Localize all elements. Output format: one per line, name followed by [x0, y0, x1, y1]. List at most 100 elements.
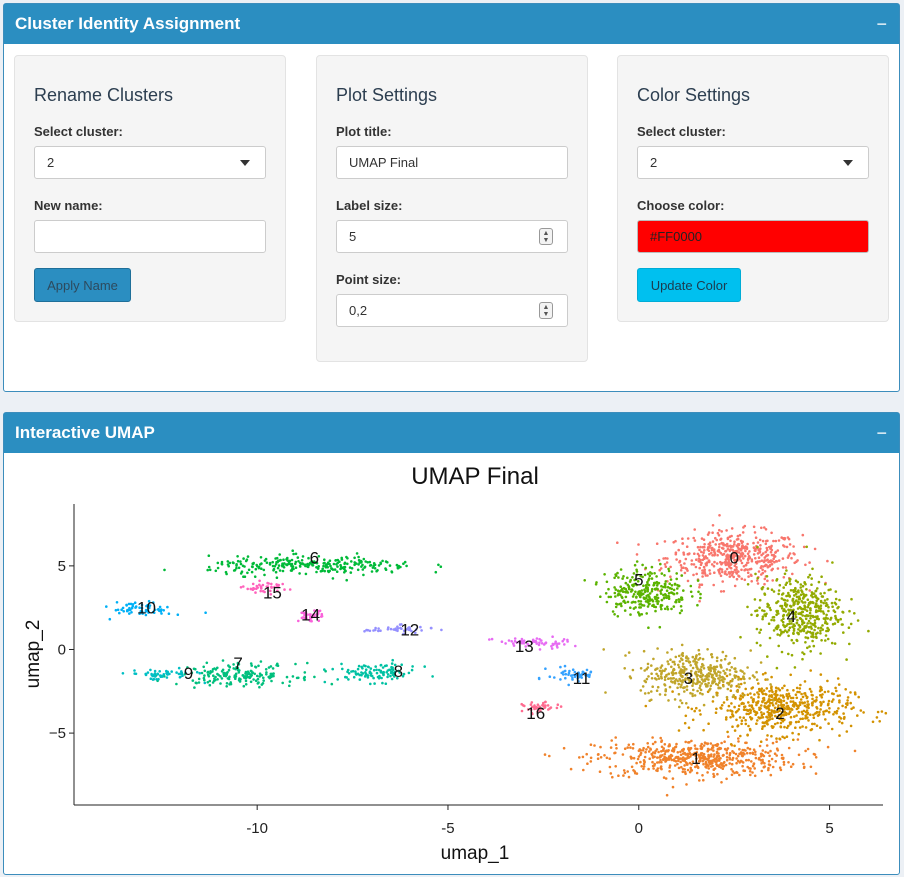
data-point	[717, 752, 720, 755]
data-point	[708, 569, 711, 572]
data-point	[799, 611, 802, 615]
data-point	[538, 637, 541, 641]
data-point	[742, 702, 745, 705]
data-point	[790, 653, 794, 657]
data-point	[831, 561, 834, 564]
data-point	[656, 685, 660, 689]
data-point	[374, 665, 378, 668]
data-point	[771, 765, 775, 769]
spinner-icon[interactable]: ▲ ▼	[539, 228, 553, 245]
data-point	[366, 676, 370, 679]
data-point	[776, 721, 779, 725]
collapse-icon[interactable]: −	[876, 14, 887, 34]
data-point	[722, 669, 725, 673]
data-point	[359, 559, 363, 563]
data-point	[798, 687, 802, 690]
data-point	[518, 639, 522, 643]
data-point	[677, 548, 680, 552]
data-point	[211, 668, 215, 671]
data-point	[680, 609, 683, 612]
data-point	[819, 629, 822, 632]
data-point	[761, 673, 765, 676]
data-point	[729, 566, 733, 570]
data-point	[203, 678, 206, 682]
data-point	[671, 690, 674, 693]
cluster-9-points	[121, 666, 207, 685]
data-point	[804, 726, 808, 729]
data-point	[203, 681, 207, 685]
spinner-icon[interactable]: ▲ ▼	[539, 302, 553, 319]
data-point	[616, 589, 620, 592]
data-point	[805, 709, 809, 712]
data-point	[331, 568, 335, 571]
data-point	[683, 571, 687, 575]
data-point	[608, 765, 612, 769]
data-point	[671, 660, 675, 664]
new-name-input[interactable]	[34, 220, 266, 253]
data-point	[650, 577, 654, 580]
rename-cluster-select[interactable]: 2	[34, 146, 266, 179]
data-point	[813, 605, 817, 609]
label-size-input[interactable]: 5 ▲ ▼	[336, 220, 568, 253]
data-point	[696, 579, 700, 582]
point-size-input[interactable]: 0,2 ▲ ▼	[336, 294, 568, 327]
data-point	[281, 569, 285, 573]
data-point	[365, 628, 368, 632]
data-point	[249, 587, 253, 591]
data-point	[728, 673, 732, 676]
data-point	[766, 565, 770, 569]
data-point	[613, 586, 616, 589]
data-point	[737, 542, 740, 546]
color-picker-input[interactable]: #FF0000	[637, 220, 869, 253]
data-point	[715, 656, 719, 659]
update-color-button[interactable]: Update Color	[637, 268, 741, 302]
data-point	[700, 550, 703, 554]
data-point	[695, 751, 699, 754]
data-point	[692, 660, 695, 663]
apply-name-button[interactable]: Apply Name	[34, 268, 131, 302]
data-point	[667, 567, 670, 571]
data-point	[264, 668, 268, 671]
data-point	[717, 534, 721, 537]
data-point	[225, 572, 228, 576]
data-point	[806, 605, 810, 609]
data-point	[746, 605, 749, 609]
data-point	[515, 641, 519, 644]
data-point	[733, 564, 737, 568]
plot-title-input[interactable]: UMAP Final	[336, 146, 568, 179]
data-point	[147, 606, 151, 610]
data-point	[780, 607, 784, 610]
data-point	[659, 675, 663, 678]
data-point	[805, 706, 809, 709]
data-point	[275, 584, 279, 588]
data-point	[746, 583, 750, 586]
data-point	[160, 612, 163, 615]
data-point	[629, 746, 632, 749]
data-point	[812, 713, 815, 717]
data-point	[765, 744, 769, 747]
data-point	[798, 597, 802, 601]
data-point	[774, 626, 778, 630]
data-point	[637, 611, 640, 614]
data-point	[776, 600, 780, 603]
data-point	[551, 642, 555, 646]
data-point	[637, 755, 641, 758]
collapse-icon[interactable]: −	[876, 423, 887, 443]
umap-plot[interactable]: UMAP Final umap_1 umap_2 -10 -5 0 550−5 012…	[4, 453, 899, 874]
color-cluster-select[interactable]: 2	[637, 146, 869, 179]
data-point	[651, 754, 654, 757]
data-point	[777, 539, 781, 542]
data-point	[747, 767, 751, 770]
data-point	[234, 677, 237, 680]
data-point	[776, 715, 779, 719]
data-point	[643, 590, 647, 594]
data-point	[838, 701, 841, 704]
data-point	[710, 653, 713, 656]
data-point	[746, 693, 750, 696]
data-point	[228, 561, 232, 565]
data-point	[118, 611, 121, 615]
data-point	[834, 590, 838, 593]
data-point	[555, 706, 559, 710]
data-point	[801, 620, 804, 624]
data-point	[589, 670, 592, 674]
